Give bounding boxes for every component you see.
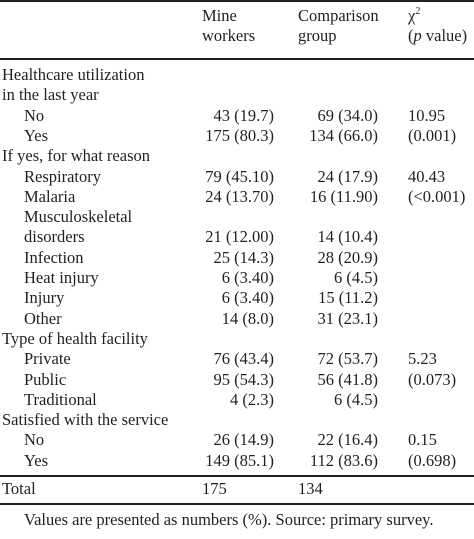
cell-chi: (0.001) [408, 125, 457, 145]
row-label: Heat injury [24, 268, 99, 287]
total-comparison: 134 [298, 479, 323, 498]
bottom-rule [0, 503, 474, 505]
section-label: Type of health facility [2, 328, 148, 348]
cell-comparison: 28 (20.9) [317, 247, 379, 267]
cell-chi: 40.43 [408, 166, 446, 186]
p-symbol: p [413, 26, 422, 45]
cell-mine: 95 (54.3) [213, 369, 275, 389]
section-label: If yes, for what reason [2, 146, 150, 166]
row-label: Public [24, 369, 67, 389]
total-rule-top [0, 475, 474, 477]
row-label: No [24, 430, 45, 450]
p-open-paren: ( [408, 26, 414, 45]
table-footnote: Values are presented as numbers (%). Sou… [24, 510, 434, 529]
row-label: Malaria [24, 186, 76, 206]
section-label: in the last year [2, 85, 99, 105]
cell-mine: 4 (2.3) [230, 389, 274, 409]
cell-comparison: 22 (16.4) [317, 430, 379, 450]
row-label: Yes [24, 450, 49, 470]
cell-comparison: 15 (11.2) [318, 288, 378, 308]
cell-chi: (0.073) [408, 369, 457, 389]
cell-mine: 43 (19.7) [213, 105, 275, 125]
cell-comparison: 16 (11.90) [309, 186, 378, 206]
top-rule [0, 0, 474, 2]
cell-comparison: 72 (53.7) [317, 349, 379, 369]
header-mine-line1: Mine [202, 6, 237, 25]
header-p-value: (p value) [408, 26, 467, 46]
cell-mine: 76 (43.4) [213, 349, 275, 369]
cell-chi: (<0.001) [408, 186, 466, 206]
cell-comparison: 24 (17.9) [317, 166, 379, 186]
cell-chi: (0.698) [408, 450, 457, 470]
cell-comparison: 134 (66.0) [309, 125, 378, 145]
header-comparison-line2: group [298, 26, 337, 45]
p-value-label: value) [421, 26, 468, 45]
cell-comparison: 56 (41.8) [317, 369, 379, 389]
total-mine: 175 [202, 479, 227, 498]
total-label: Total [2, 479, 36, 498]
section-label: Satisfied with the service [2, 410, 169, 430]
cell-chi: 10.95 [408, 105, 446, 125]
cell-comparison: 112 (83.6) [309, 450, 378, 470]
row-label: Traditional [24, 389, 97, 409]
row-label: Private [24, 349, 71, 369]
row-label: Injury [24, 288, 65, 308]
header-mine-line2: workers [202, 26, 256, 45]
cell-mine: 26 (14.9) [213, 430, 275, 450]
cell-comparison: 31 (23.1) [317, 308, 379, 328]
cell-comparison: 6 (4.5) [334, 389, 378, 409]
row-label: Respiratory [24, 166, 101, 186]
cell-mine: 25 (14.3) [213, 247, 275, 267]
header-rule [0, 58, 474, 60]
row-label: Yes [24, 125, 49, 145]
header-chi-square: χ2 [408, 6, 420, 29]
cell-mine: 79 (45.10) [205, 166, 274, 186]
cell-mine: 175 (80.3) [205, 125, 274, 145]
header-comparison-line1: Comparison [298, 6, 379, 25]
cell-comparison: 69 (34.0) [317, 105, 379, 125]
row-label: Infection [24, 247, 84, 267]
cell-comparison: 6 (4.5) [334, 268, 378, 287]
cell-mine: 6 (3.40) [221, 268, 274, 287]
section-label: Healthcare utilization [2, 65, 145, 84]
row-label: disorders [24, 227, 85, 247]
cell-mine: 6 (3.40) [221, 288, 274, 308]
cell-mine: 24 (13.70) [205, 186, 274, 206]
chi-superscript: 2 [415, 6, 421, 17]
cell-comparison: 14 (10.4) [317, 227, 379, 247]
cell-mine: 21 (12.00) [205, 227, 274, 247]
cell-mine: 14 (8.0) [221, 308, 274, 328]
row-label: Musculoskeletal [24, 207, 133, 227]
cell-chi: 5.23 [408, 349, 437, 369]
cell-chi: 0.15 [408, 430, 437, 450]
row-label: No [24, 105, 45, 125]
chi-symbol: χ [408, 6, 416, 25]
cell-mine: 149 (85.1) [205, 450, 274, 470]
row-label: Other [24, 308, 62, 328]
